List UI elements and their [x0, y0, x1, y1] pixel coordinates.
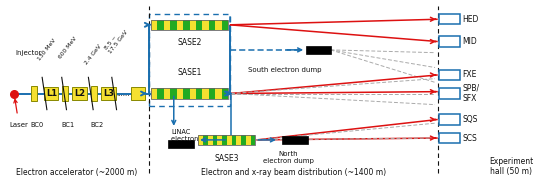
Bar: [196, 20, 202, 30]
Bar: [439, 133, 459, 143]
Bar: [241, 135, 246, 145]
Bar: [183, 20, 190, 30]
Text: North
electron dump: North electron dump: [263, 151, 313, 164]
Text: South electron dump: South electron dump: [248, 67, 321, 73]
Bar: [203, 135, 208, 145]
Text: BC0: BC0: [30, 122, 43, 128]
Text: 130 MeV: 130 MeV: [36, 38, 57, 62]
Bar: [72, 87, 87, 100]
Bar: [212, 135, 217, 145]
Bar: [282, 136, 307, 144]
Bar: [151, 20, 228, 30]
Bar: [190, 88, 196, 99]
Bar: [202, 88, 209, 99]
Text: FXE: FXE: [462, 70, 477, 79]
Text: SPB/
SFX: SPB/ SFX: [462, 84, 480, 103]
Bar: [306, 46, 331, 54]
Bar: [177, 20, 183, 30]
Text: Injector: Injector: [15, 50, 42, 56]
Bar: [246, 135, 251, 145]
Bar: [157, 88, 164, 99]
Text: MID: MID: [462, 37, 477, 46]
Bar: [439, 14, 459, 24]
Text: SASE2: SASE2: [177, 38, 202, 47]
Bar: [209, 20, 215, 30]
Bar: [209, 88, 215, 99]
Bar: [170, 88, 177, 99]
Bar: [227, 135, 232, 145]
Text: Electron accelerator (~2000 m): Electron accelerator (~2000 m): [16, 168, 138, 177]
Bar: [222, 20, 228, 30]
Text: SCS: SCS: [462, 134, 477, 142]
Text: BC2: BC2: [91, 122, 104, 128]
Bar: [222, 88, 228, 99]
Bar: [222, 135, 227, 145]
Bar: [439, 36, 459, 47]
Text: L3: L3: [103, 89, 114, 98]
Bar: [190, 20, 196, 30]
Bar: [177, 88, 183, 99]
Text: Electron and x-ray beam distribution (~1400 m): Electron and x-ray beam distribution (~1…: [201, 168, 386, 177]
Bar: [215, 88, 222, 99]
Bar: [202, 20, 209, 30]
Bar: [439, 114, 459, 125]
Text: HED: HED: [462, 15, 478, 24]
Text: SASE3: SASE3: [214, 154, 239, 163]
Bar: [101, 87, 116, 100]
Bar: [44, 87, 58, 100]
Bar: [215, 20, 222, 30]
Text: Experiment
hall (50 m): Experiment hall (50 m): [489, 157, 534, 176]
Bar: [62, 86, 68, 101]
Text: 2.4 GeV: 2.4 GeV: [84, 44, 102, 66]
Text: 8.5 ~
17.5 GeV: 8.5 ~ 17.5 GeV: [104, 26, 129, 55]
Bar: [164, 20, 170, 30]
Bar: [208, 135, 212, 145]
Bar: [91, 86, 97, 101]
Bar: [251, 135, 255, 145]
Bar: [198, 135, 255, 145]
Bar: [217, 135, 222, 145]
Bar: [196, 88, 202, 99]
Text: ......: ......: [116, 91, 130, 96]
Text: 600 MeV: 600 MeV: [58, 36, 78, 60]
Bar: [157, 20, 164, 30]
Bar: [164, 88, 170, 99]
Text: SQS: SQS: [462, 115, 477, 124]
Text: LINAC
electron dump: LINAC electron dump: [171, 129, 219, 142]
Bar: [131, 87, 145, 100]
Bar: [149, 14, 230, 106]
Bar: [198, 135, 203, 145]
Bar: [439, 70, 459, 80]
Bar: [151, 88, 157, 99]
Bar: [170, 20, 177, 30]
Bar: [232, 135, 236, 145]
Text: SASE1: SASE1: [177, 68, 202, 77]
Text: Laser: Laser: [9, 122, 28, 128]
Bar: [151, 88, 228, 99]
Bar: [439, 88, 459, 99]
Bar: [168, 140, 195, 148]
Bar: [151, 20, 157, 30]
Bar: [183, 88, 190, 99]
Text: L2: L2: [74, 89, 85, 98]
Bar: [31, 86, 37, 101]
Bar: [236, 135, 241, 145]
Text: L1: L1: [46, 89, 57, 98]
Text: BC1: BC1: [62, 122, 75, 128]
